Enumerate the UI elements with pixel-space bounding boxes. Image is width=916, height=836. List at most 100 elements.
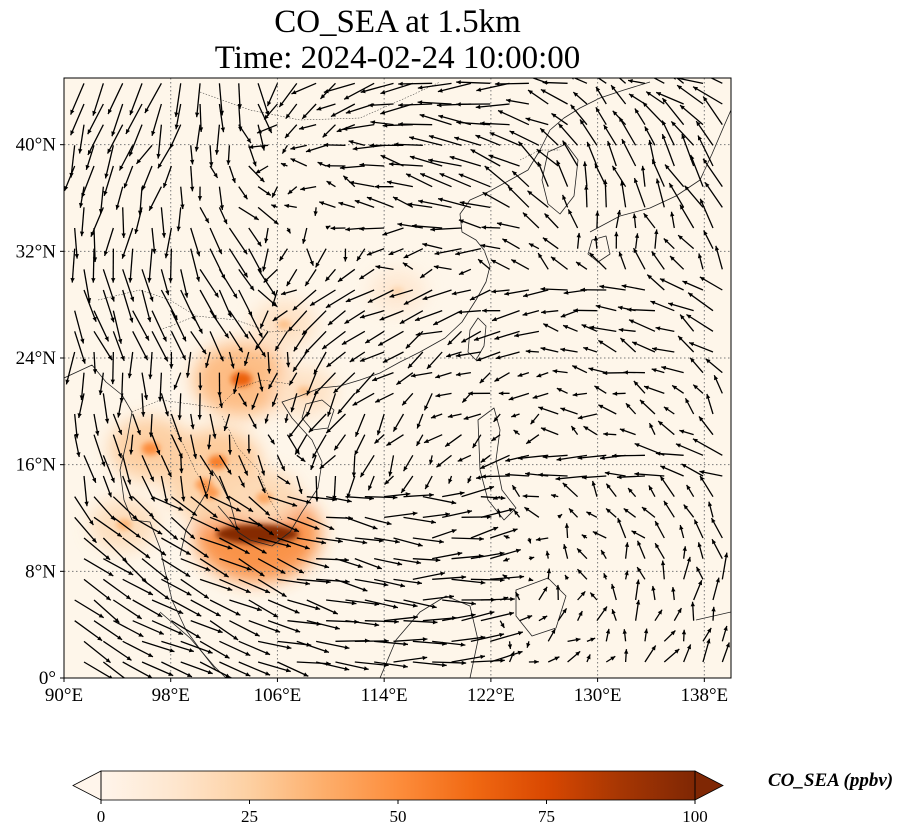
wind-vector-head [403,254,409,258]
wind-vector [229,516,263,527]
wind-vector [681,133,695,167]
wind-vector-head [554,656,560,661]
wind-vector-head [675,443,681,448]
wind-vector-head [164,253,169,259]
wind-vector [432,576,467,580]
wind-vector-head [167,472,172,478]
wind-vector-head [344,557,349,563]
wind-vector [621,138,637,167]
wind-vector-head [217,392,222,397]
wind-vector [180,640,213,654]
wind-vector-head [212,433,217,439]
wind-vector-head [435,374,441,379]
wind-vector-head [578,611,583,617]
wind-vector [219,661,251,677]
wind-vector-head [164,411,169,417]
wind-vector-head [590,72,595,76]
wind-vector-head [618,251,623,257]
wind-vector-head [394,539,400,544]
wind-vector-head [668,302,674,307]
wind-vector-head [605,628,611,634]
wind-vector [132,496,155,518]
wind-vector-head [333,388,339,394]
co-hotspot [276,319,292,330]
wind-vector [345,289,375,303]
wind-vector-head [522,493,528,499]
wind-vector-head [616,474,622,480]
wind-vector [287,620,322,625]
wind-vector [132,620,165,635]
wind-vector [432,640,466,646]
wind-vector-head [323,89,329,94]
lon-tick-label: 90°E [45,685,83,706]
wind-vector-head [388,250,394,256]
wind-vector-head [503,535,509,540]
wind-vector-head [417,100,423,105]
wind-vector-head [519,574,525,580]
wind-vector-head [363,666,369,671]
wind-vector-head [234,525,240,530]
wind-vector-head [375,398,381,403]
wind-vector-head [117,429,122,435]
wind-vector [65,351,76,385]
wind-vector-head [284,418,289,423]
wind-vector [180,289,196,321]
wind-vector-head [667,70,672,75]
wind-vector-head [577,415,583,420]
wind-vector-head [151,130,156,136]
wind-vector [238,558,265,577]
wind-vector-head [87,129,92,135]
wind-vector-head [581,534,587,539]
wind-vector-head [103,250,109,256]
wind-vector-head [646,91,652,96]
wind-vector-head [232,293,238,299]
wind-vector-head [308,427,314,433]
wind-vector-head [89,520,94,526]
wind-vector-head [168,671,174,676]
wind-vector-head [660,476,665,482]
wind-vector-head [422,655,428,661]
wind-vector-head [380,110,386,115]
wind-vector-head [138,632,144,637]
wind-vector-head [662,98,667,103]
wind-vector [494,82,529,85]
wind-vector [412,558,441,561]
wind-vector [354,537,384,542]
wind-vector-head [527,615,533,620]
wind-vector-head [631,530,637,535]
wind-vector-head [322,344,328,350]
wind-vector-head [104,336,109,342]
wind-vector-head [590,637,596,642]
wind-vector [518,141,540,167]
wind-vector-head [78,202,84,208]
wind-vector-head [700,475,705,481]
wind-vector-head [505,98,511,103]
wind-vector-head [562,544,568,549]
wind-vector-head [344,95,350,100]
wind-vector-head [251,404,256,410]
wind-vector [199,661,231,678]
wind-vector [238,578,271,594]
wind-vector-head [586,141,591,147]
wind-vector-head [663,238,669,244]
wind-vector-head [488,154,494,159]
wind-vector [562,140,579,167]
wind-vector-head [372,525,378,530]
wind-vector [442,599,477,605]
wind-vector [112,599,143,620]
wind-vector-head [286,228,291,234]
wind-vector-head [570,104,576,110]
wind-vector [686,313,714,332]
wind-vector [490,631,524,642]
wind-vector [343,82,375,100]
wind-vector [141,455,155,482]
wind-vector-head [157,612,163,617]
wind-vector-head [641,507,647,512]
wind-vector [476,82,510,92]
wind-vector-head [165,290,170,296]
wind-vector-head [156,449,161,455]
wind-vector-head [637,567,642,573]
wind-vector-head [207,649,213,654]
wind-vector [315,640,350,649]
wind-vector [159,372,163,402]
